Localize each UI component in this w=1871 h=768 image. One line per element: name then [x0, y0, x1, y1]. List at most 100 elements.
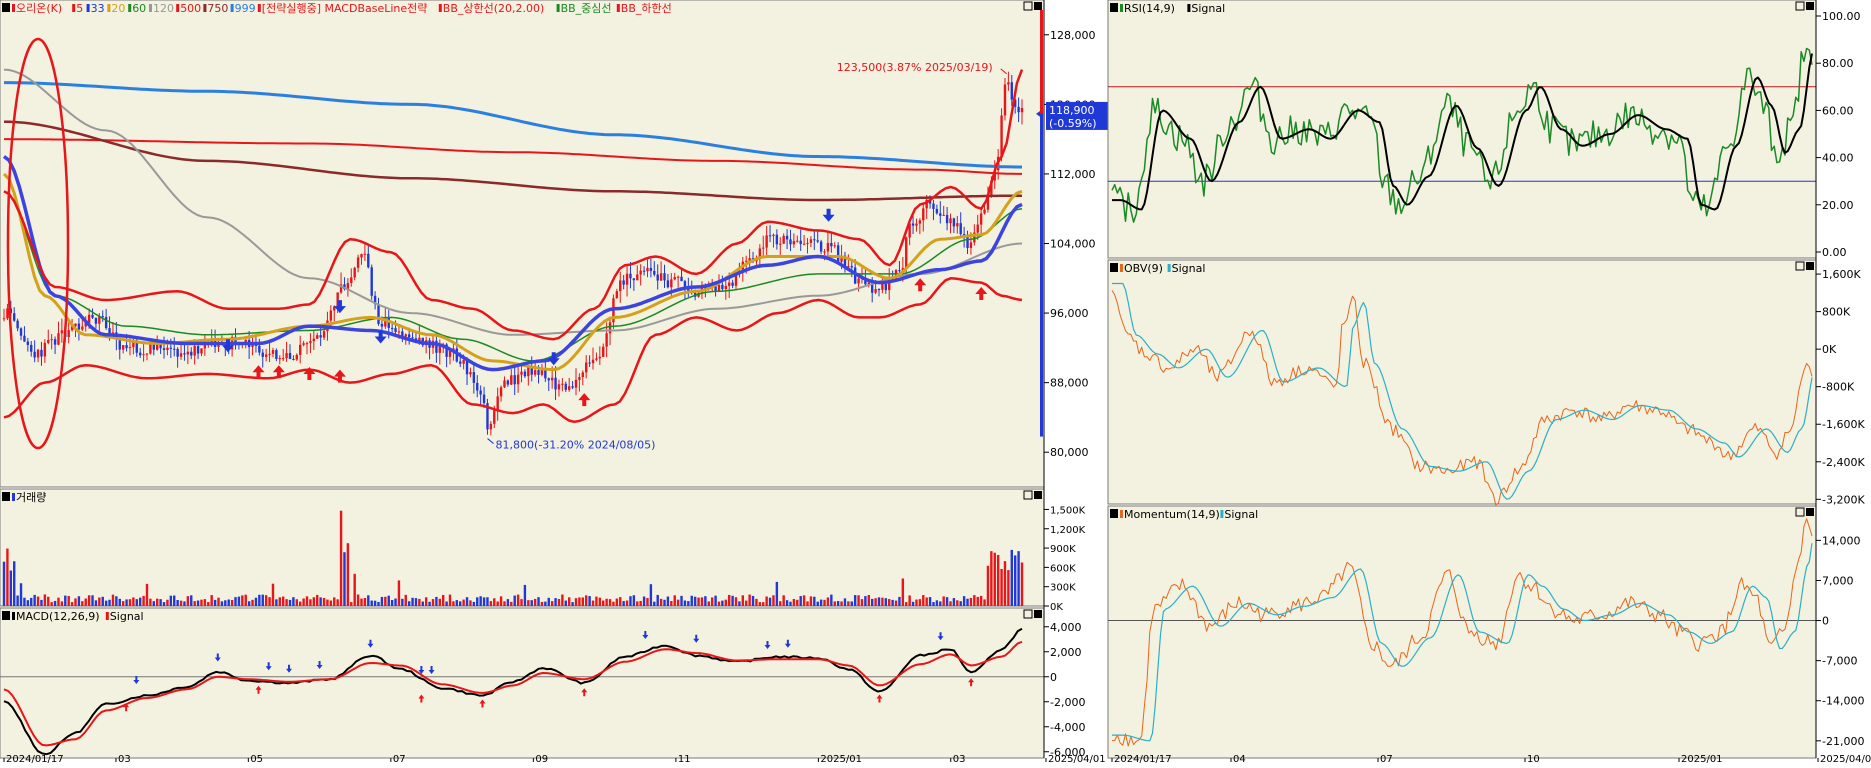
- macd-sell-arrow: [418, 666, 425, 674]
- candle-body: [435, 340, 438, 353]
- candle-body: [595, 358, 598, 360]
- volume-bar: [925, 597, 928, 606]
- low-marker: [487, 438, 494, 444]
- pane-menu-icon[interactable]: [2, 3, 10, 12]
- legend-swatch: [107, 4, 111, 12]
- volume-bar: [598, 597, 602, 606]
- pane-menu-icon[interactable]: [2, 492, 10, 501]
- volume-bar: [268, 597, 271, 606]
- candle-body: [390, 327, 394, 329]
- candle-body: [179, 353, 183, 357]
- volume-bar: [237, 596, 241, 606]
- candle-body: [489, 423, 493, 430]
- candle-body: [792, 241, 796, 245]
- volume-bar: [91, 595, 94, 606]
- pane-maximize-button[interactable]: [1023, 1, 1033, 11]
- candle-body: [74, 323, 77, 327]
- pane-close-button[interactable]: [1034, 491, 1042, 499]
- pane-close-button[interactable]: [1034, 2, 1042, 10]
- volume-bar: [901, 578, 905, 606]
- candle-body: [901, 268, 905, 271]
- candle-body: [680, 276, 683, 282]
- candle-body: [540, 370, 544, 375]
- pane-close-button[interactable]: [1806, 2, 1814, 10]
- momentum-pane[interactable]: [1107, 505, 1817, 759]
- candle-body: [380, 323, 384, 327]
- volume-bar: [751, 595, 755, 606]
- macd-sell-arrow: [642, 631, 649, 639]
- candle-body: [949, 218, 952, 224]
- rsi-y-tick: 100.00: [1822, 10, 1861, 23]
- x-tick-label: 11: [678, 754, 691, 764]
- candle-body: [98, 316, 101, 324]
- volume-bar: [302, 598, 305, 606]
- candle-body: [264, 354, 268, 357]
- macd-buy-arrow: [968, 678, 975, 687]
- pane-maximize-button[interactable]: [1023, 609, 1033, 619]
- volume-bar: [350, 602, 353, 606]
- candle-body: [200, 348, 203, 354]
- candle-body: [979, 213, 983, 225]
- legend-label: BB_상한선(20,2.00): [443, 2, 545, 15]
- volume-bar: [111, 594, 115, 606]
- legend-swatch: [1220, 510, 1224, 518]
- volume-bar: [775, 581, 779, 606]
- obv-pane[interactable]: [1107, 259, 1817, 505]
- ma-500-line: [4, 138, 1022, 175]
- pane-close-button[interactable]: [1034, 610, 1042, 618]
- candle-body: [969, 242, 973, 249]
- candle-body: [169, 347, 173, 349]
- legend-label: 999: [235, 2, 256, 15]
- volume-bar: [956, 600, 959, 606]
- candle-body: [173, 348, 176, 350]
- pane-menu-icon[interactable]: [2, 611, 10, 620]
- pane-close-button[interactable]: [1806, 262, 1814, 270]
- price-pane[interactable]: [0, 0, 1045, 488]
- volume-bar: [367, 595, 370, 606]
- volume-bar: [455, 600, 459, 606]
- pane-signal-label: Signal: [1224, 508, 1258, 521]
- pane-menu-icon[interactable]: [1110, 3, 1118, 12]
- volume-bar: [571, 602, 574, 606]
- volume-bar: [935, 600, 939, 606]
- pane-maximize-button[interactable]: [1795, 1, 1805, 11]
- volume-bar: [789, 601, 792, 606]
- pane-title: MACD(12,26,9): [16, 610, 100, 623]
- volume-bar: [554, 598, 557, 606]
- pane-menu-icon[interactable]: [1110, 263, 1118, 272]
- legend-label: 20: [111, 2, 125, 15]
- volume-bar: [227, 599, 230, 606]
- volume-bar: [962, 596, 966, 606]
- volume-bar: [503, 601, 506, 606]
- legend-swatch: [12, 612, 15, 620]
- pane-maximize-button[interactable]: [1795, 261, 1805, 271]
- volume-bar: [966, 598, 969, 606]
- pane-close-button[interactable]: [1806, 508, 1814, 516]
- volume-bar: [959, 601, 962, 606]
- volume-bar: [156, 598, 159, 606]
- volume-bar: [159, 599, 162, 606]
- candle-body: [288, 352, 292, 359]
- volume-bar: [469, 600, 472, 606]
- volume-bar: [928, 597, 932, 606]
- pane-maximize-button[interactable]: [1023, 490, 1033, 500]
- pane-menu-icon[interactable]: [1110, 509, 1118, 518]
- macd-buy-arrow: [876, 694, 883, 703]
- pane-maximize-button[interactable]: [1795, 507, 1805, 517]
- volume-bar: [516, 594, 520, 606]
- candle-body: [673, 277, 676, 280]
- volume-bar: [326, 599, 329, 606]
- volume-bar: [710, 597, 714, 606]
- candle-body: [1000, 115, 1003, 157]
- volume-bar: [676, 599, 680, 606]
- candle-body: [796, 240, 799, 242]
- volume-y-tick: 0K: [1050, 602, 1063, 613]
- candle-body: [762, 247, 765, 249]
- volume-pane[interactable]: [0, 488, 1045, 607]
- macd-line: [3, 627, 1023, 756]
- volume-bar: [465, 597, 469, 606]
- candle-body: [670, 279, 673, 288]
- legend-swatch: [128, 4, 132, 12]
- rsi-y-tick: 20.00: [1822, 199, 1854, 212]
